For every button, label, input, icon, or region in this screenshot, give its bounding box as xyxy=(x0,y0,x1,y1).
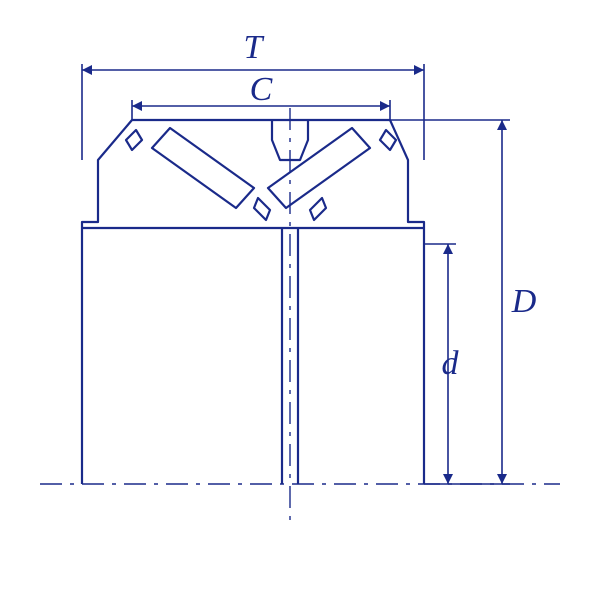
label-d: d xyxy=(442,345,459,383)
bearing-cross-section-diagram: T C D d xyxy=(0,0,600,600)
label-D: D xyxy=(512,283,537,321)
diagram-svg xyxy=(0,0,600,600)
label-C: C xyxy=(250,71,273,109)
label-T: T xyxy=(244,29,263,67)
